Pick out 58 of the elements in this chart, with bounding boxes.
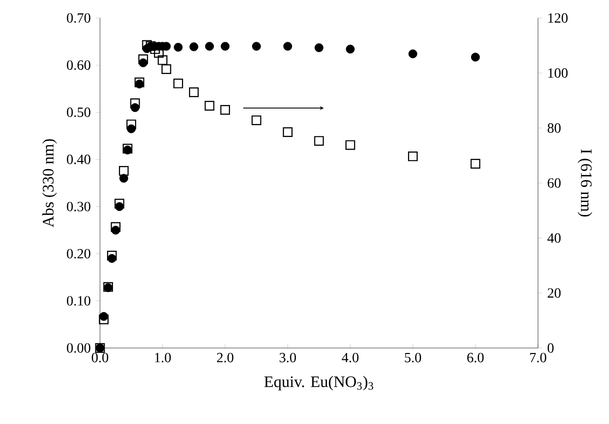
point (408, 151, 418, 162)
y-tick-label: 0.60 (66, 60, 90, 70)
point (252, 115, 262, 126)
x-tick-label: 7.0 (530, 352, 546, 362)
point (174, 42, 183, 52)
point (314, 43, 324, 52)
point (189, 87, 199, 98)
point (110, 222, 120, 232)
x-tick-label: 4.0 (342, 352, 358, 362)
point (138, 54, 148, 64)
point (98, 314, 109, 324)
x-tick-label: 2.0 (217, 352, 234, 362)
y-tick-label: 0.70 (66, 13, 90, 23)
x-axis-title: Equiv. Eu(NO$_{3}$)$_{3}$ (264, 376, 374, 390)
x-tick-label: 0.0 (92, 352, 108, 362)
point (114, 198, 124, 208)
y2-tick-label: 20 (548, 288, 561, 298)
point (142, 40, 152, 50)
point (252, 42, 261, 51)
y2-tick-label: 80 (548, 123, 561, 133)
y-axis-title: Abs (330 nm) (42, 139, 57, 228)
point (205, 42, 214, 51)
point (126, 120, 136, 130)
point (220, 105, 230, 115)
point (173, 78, 184, 88)
point (161, 64, 172, 74)
y2-tick-label: 120 (548, 13, 568, 23)
point (189, 42, 198, 52)
point (283, 42, 292, 51)
y2-tick-label: 100 (548, 68, 568, 78)
point (107, 250, 117, 260)
point (282, 127, 293, 137)
y-tick-label: 0.50 (66, 108, 90, 118)
y2-tick-label: 0 (548, 343, 554, 353)
y-tick-label: 0.30 (66, 202, 90, 212)
x-tick-label: 3.0 (280, 352, 296, 362)
point (220, 42, 230, 51)
point (130, 98, 140, 108)
y2-tick-label: 40 (547, 233, 561, 243)
x-tick-label: 6.0 (467, 352, 484, 362)
point (314, 136, 324, 146)
y-tick-label: 0.00 (66, 343, 90, 353)
point (119, 174, 128, 183)
y-tick-label: 0.40 (66, 154, 90, 164)
point (346, 44, 355, 54)
point (204, 100, 214, 111)
y-tick-label: 0.20 (66, 248, 90, 258)
y2-tick-label: 60 (548, 178, 561, 188)
point (118, 166, 129, 176)
x-tick-label: 1.0 (155, 352, 171, 362)
x-tick-label: 5.0 (404, 352, 422, 362)
point (158, 55, 168, 65)
y-tick-label: 0.10 (66, 296, 90, 306)
point (345, 140, 356, 150)
y2-axis-title: I (616 nm) (578, 149, 592, 216)
point (470, 158, 480, 169)
point (471, 52, 480, 62)
point (408, 49, 418, 58)
